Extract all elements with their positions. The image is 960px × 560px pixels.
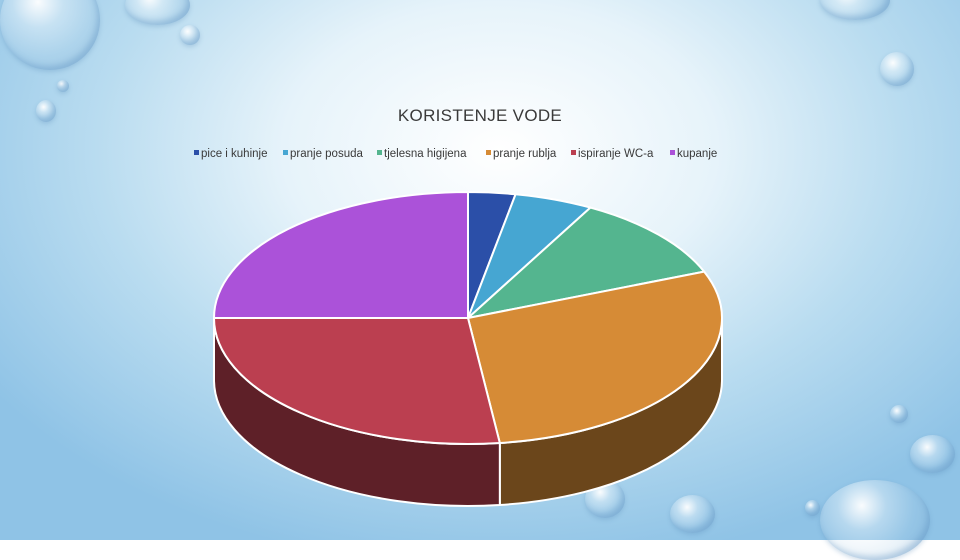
pie-chart: [213, 191, 723, 507]
legend-swatch: [670, 150, 675, 156]
legend-swatch: [283, 150, 288, 156]
legend-label: pice i kuhinje: [201, 148, 268, 160]
water-drop-decoration: [805, 500, 820, 516]
water-drop-decoration: [180, 25, 200, 45]
legend-item: tjelesna higijena: [377, 148, 466, 160]
legend-label: ispiranje WC-a: [578, 148, 654, 160]
pie-slice: [213, 191, 469, 319]
pie-slice: [467, 270, 723, 445]
pie-slice: [467, 206, 706, 319]
water-drop-decoration: [670, 495, 715, 533]
legend-swatch: [377, 150, 382, 156]
water-drop-decoration: [820, 0, 890, 20]
legend-label: pranje rublja: [493, 148, 557, 160]
pie-slice: [213, 317, 501, 445]
legend-label: pranje posuda: [290, 148, 363, 160]
legend-item: pranje rublja: [486, 148, 556, 160]
chart-title: KORISTENJE VODE: [397, 106, 563, 125]
water-drop-decoration: [890, 405, 908, 423]
water-drop-decoration: [880, 52, 914, 86]
legend-label: tjelesna higijena: [384, 148, 467, 160]
water-drop-decoration: [57, 80, 69, 92]
legend-item: kupanje: [670, 148, 717, 160]
legend-swatch: [571, 150, 576, 156]
legend-swatch: [486, 150, 491, 156]
chart-legend: pice i kuhinje pranje posuda tjelesna higi…: [0, 148, 960, 164]
legend-label: kupanje: [677, 148, 718, 160]
legend-item: pranje posuda: [283, 148, 363, 160]
water-drop-decoration: [910, 435, 955, 473]
legend-swatch: [194, 150, 199, 156]
legend-item: ispiranje WC-a: [571, 148, 653, 160]
water-drop-decoration: [36, 100, 56, 122]
legend-item: pice i kuhinje: [194, 148, 267, 160]
